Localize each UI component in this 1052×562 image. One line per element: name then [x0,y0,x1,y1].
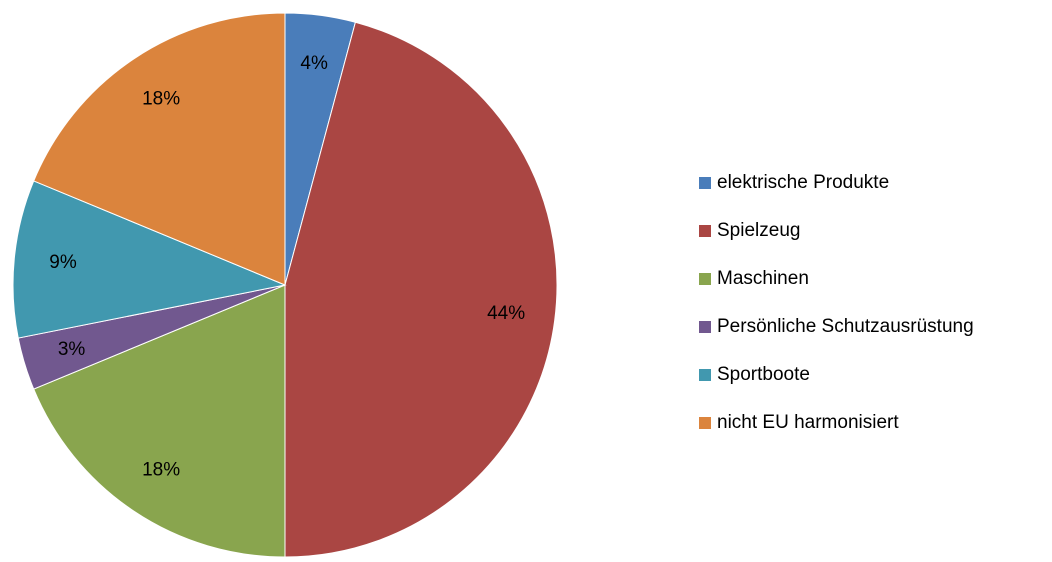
pie-slice [33,12,286,286]
legend-label: Sportboote [717,364,810,385]
slice-label: 4% [300,53,328,74]
pie-slice [284,21,558,558]
slice-label: 3% [58,339,86,360]
slice-label: 18% [142,89,180,110]
pie-slice [33,284,286,558]
legend-swatch [699,273,711,285]
legend-swatch [699,369,711,381]
legend-label: Maschinen [717,268,809,289]
slice-label: 44% [487,303,525,324]
legend-swatch [699,321,711,333]
pie-slice [12,180,287,339]
legend-swatch [699,177,711,189]
slice-label: 18% [142,459,180,480]
legend-label: Spielzeug [717,220,800,241]
slice-label: 9% [49,252,77,273]
legend-swatch [699,225,711,237]
legend-label: nicht EU harmonisiert [717,412,899,433]
legend-label: elektrische Produkte [717,172,889,193]
legend-swatch [699,417,711,429]
legend-label: Persönliche Schutzausrüstung [717,316,974,337]
